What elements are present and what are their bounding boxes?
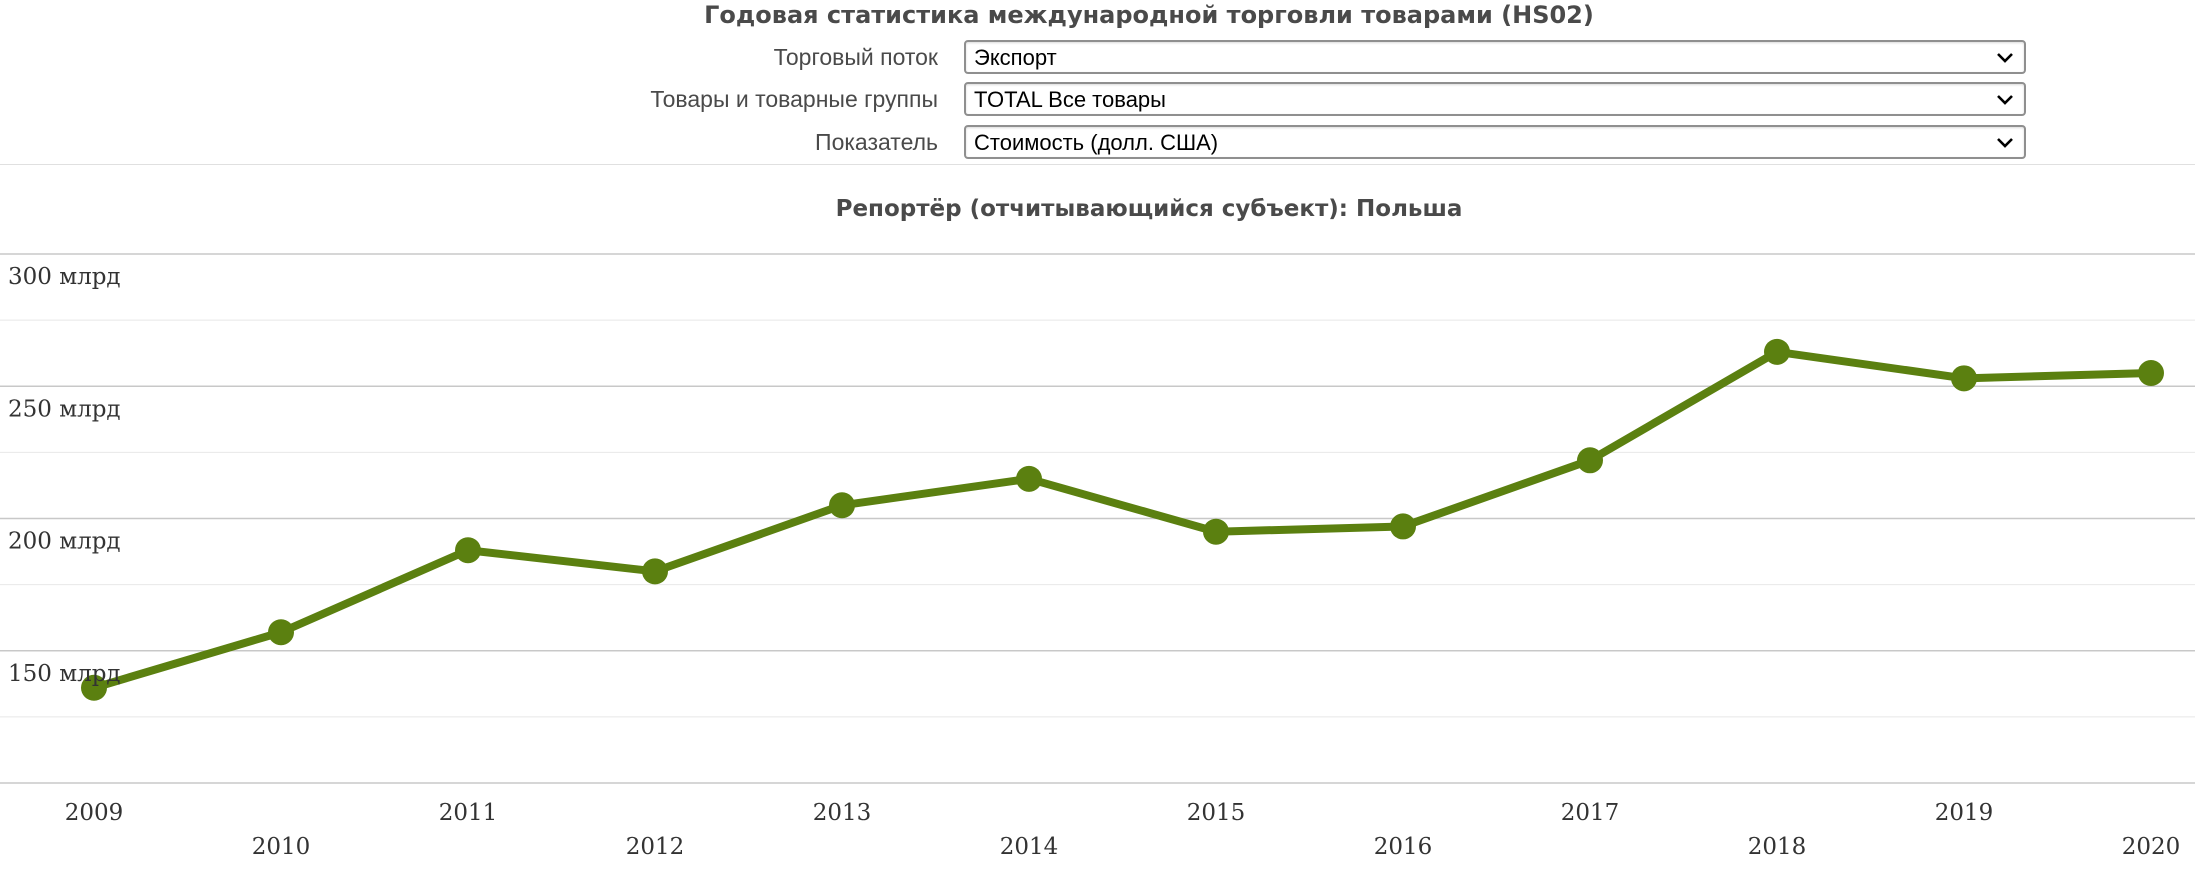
trade-flow-select[interactable]: Экспорт: [964, 40, 2026, 74]
goods-select[interactable]: TOTAL Все товары: [964, 82, 2026, 116]
data-point-2015: [1203, 518, 1229, 545]
x-tick-label-2012: 2012: [626, 834, 685, 860]
x-tick-label-2009: 2009: [65, 800, 124, 826]
chevron-down-icon: [1997, 53, 2013, 63]
series-line: [92, 347, 2152, 692]
x-tick-label-2020: 2020: [2122, 834, 2181, 860]
indicator-select[interactable]: Стоимость (долл. США): [964, 125, 2026, 159]
x-tick-label-2019: 2019: [1935, 800, 1994, 826]
section-divider: [0, 164, 2195, 165]
x-tick-label-2014: 2014: [1000, 834, 1059, 860]
y-tick-label: 150 млрд: [8, 661, 121, 687]
trade-flow-label: Торговый поток: [773, 44, 938, 70]
data-point-2018: [1764, 338, 1790, 365]
goods-value: TOTAL Все товары: [974, 87, 1166, 112]
page-title: Годовая статистика международной торговл…: [704, 1, 1594, 29]
chart-title: Репортёр (отчитывающийся субъект): Польш…: [835, 196, 1463, 222]
y-tick-label: 250 млрд: [8, 396, 121, 422]
data-point-2017: [1577, 447, 1603, 474]
y-tick-label: 200 млрд: [8, 529, 121, 555]
data-point-2016: [1390, 513, 1416, 540]
chevron-down-icon: [1997, 95, 2013, 105]
data-point-2010: [268, 619, 294, 646]
data-point-2012: [642, 558, 668, 585]
data-point-2019: [1951, 365, 1977, 392]
data-point-2014: [1016, 465, 1042, 492]
x-tick-label-2017: 2017: [1561, 800, 1620, 826]
x-tick-label-2018: 2018: [1748, 834, 1807, 860]
data-point-2020: [2138, 360, 2164, 387]
goods-label: Товары и товарные группы: [650, 86, 938, 112]
y-tick-label: 300 млрд: [8, 264, 121, 290]
data-point-2009: [81, 674, 107, 701]
indicator-value: Стоимость (долл. США): [974, 130, 1219, 155]
trade-flow-value: Экспорт: [974, 45, 1057, 70]
x-tick-label-2013: 2013: [813, 800, 872, 826]
goods-row: Товары и товарные группы TOTAL Все товар…: [0, 82, 2195, 120]
data-point-2011: [455, 537, 481, 564]
indicator-row: Показатель Стоимость (долл. США): [0, 125, 2195, 163]
chevron-down-icon: [1997, 138, 2013, 148]
x-tick-label-2010: 2010: [252, 834, 311, 860]
x-tick-label-2016: 2016: [1374, 834, 1433, 860]
x-tick-label-2015: 2015: [1187, 800, 1246, 826]
trade-flow-row: Торговый поток Экспорт: [0, 40, 2195, 78]
data-point-2013: [829, 492, 855, 519]
x-tick-label-2011: 2011: [439, 800, 498, 826]
indicator-label: Показатель: [815, 129, 938, 155]
